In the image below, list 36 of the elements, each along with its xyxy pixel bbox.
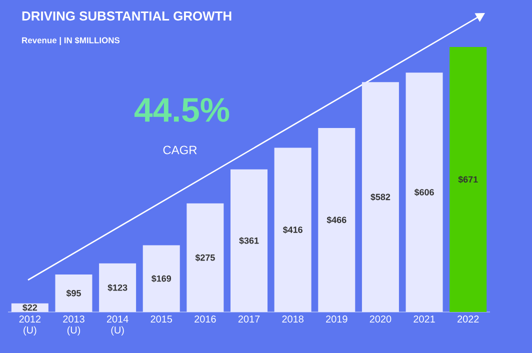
data-label: $123 <box>108 284 128 292</box>
data-label: $582 <box>370 193 390 201</box>
data-label: $416 <box>282 226 302 234</box>
data-label: $361 <box>239 237 259 244</box>
x-tick-label: 2018 <box>282 316 304 323</box>
x-tick-label: 2013 (U) <box>63 316 84 336</box>
bar <box>406 72 443 312</box>
data-label: $466 <box>326 216 346 224</box>
bar <box>230 169 268 312</box>
annotation: CAGR <box>163 146 197 154</box>
bar <box>55 274 92 312</box>
bar <box>450 47 487 312</box>
data-label: $169 <box>152 274 172 282</box>
annotation: 44.5% <box>134 98 230 122</box>
data-label: $22 <box>22 304 38 312</box>
x-tick-label: 2021 <box>414 316 435 323</box>
bar <box>99 263 136 312</box>
bar <box>186 203 224 312</box>
x-tick-label: 2014 (U) <box>106 316 128 336</box>
bar <box>274 148 312 312</box>
data-label: $671 <box>458 176 478 184</box>
data-label: $275 <box>195 254 215 262</box>
data-label: $606 <box>414 188 434 196</box>
bar <box>362 82 399 312</box>
x-tick-label: 2022 <box>458 316 479 323</box>
data-label: $95 <box>66 290 81 297</box>
bar <box>318 128 356 312</box>
x-tick-label: 2017 <box>238 316 260 323</box>
x-tick-label: 2012 (U) <box>19 316 40 336</box>
chart-subtitle: Revenue | IN $MILLIONS <box>22 36 120 46</box>
x-tick-label: 2015 <box>150 316 172 323</box>
bar <box>142 245 180 312</box>
chart-title: DRIVING SUBSTANTIAL GROWTH <box>22 11 232 21</box>
x-tick-label: 2016 <box>194 316 216 323</box>
x-tick-label: 2019 <box>326 316 348 323</box>
x-tick-label: 2020 <box>370 316 392 323</box>
